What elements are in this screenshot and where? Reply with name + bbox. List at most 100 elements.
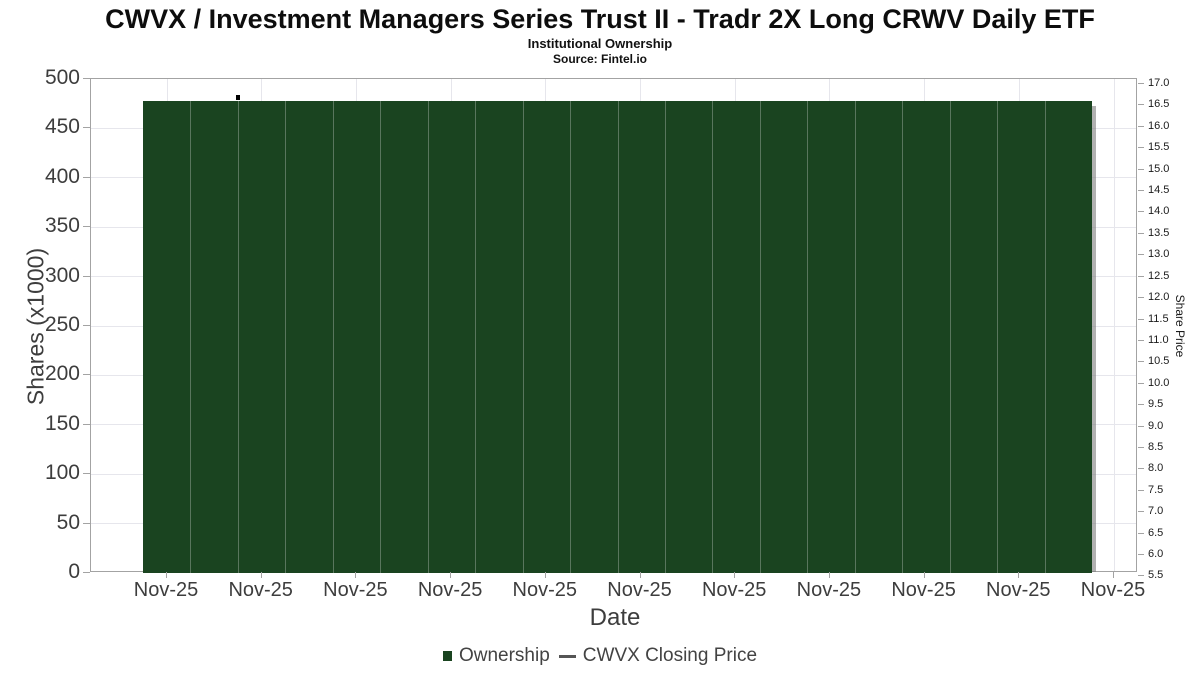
right-axis-tick-label: 8.5: [1148, 440, 1164, 453]
right-axis-tick-mark: [1138, 511, 1144, 513]
left-axis-tick-mark: [83, 176, 90, 178]
right-axis-tick-label: 6.5: [1148, 526, 1164, 539]
x-axis-tick-label: Nov-25: [417, 579, 483, 601]
right-axis-tick-label: 7.0: [1148, 505, 1164, 518]
x-axis-tick-label: Nov-25: [796, 579, 862, 601]
left-axis-tick-label: 500: [44, 66, 80, 89]
bar-separator: [427, 100, 429, 573]
right-axis-tick-label: 15.5: [1148, 141, 1170, 154]
left-axis-tick-label: 350: [44, 214, 80, 238]
left-axis-tick-mark: [83, 226, 90, 228]
bar-separator: [332, 100, 334, 573]
right-axis-tick-mark: [1138, 404, 1144, 406]
bar-separator: [617, 100, 619, 573]
right-axis-tick-label: 12.5: [1148, 269, 1170, 282]
x-axis-tick-mark: [544, 572, 546, 578]
legend-item-closing-price[interactable]: CWVX Closing Price: [558, 645, 758, 667]
right-axis-tick-mark: [1138, 104, 1144, 106]
left-axis-tick-mark: [83, 78, 90, 79]
price-series-line-icon: [558, 654, 576, 658]
bar-separator: [997, 100, 999, 573]
right-axis-tick-mark: [1138, 382, 1144, 384]
right-axis-tick-label: 6.0: [1148, 548, 1164, 561]
right-axis-tick-mark: [1138, 147, 1144, 149]
right-axis-tick-label: 5.5: [1148, 569, 1164, 582]
right-axis-tick-mark: [1138, 297, 1144, 299]
left-axis-tick-label: 400: [44, 164, 80, 188]
left-axis-tick-label: 250: [44, 313, 80, 336]
right-axis-tick-mark: [1138, 554, 1144, 556]
left-axis-tick-label: 0: [68, 560, 80, 583]
right-axis-tick-mark: [1138, 361, 1144, 363]
right-axis-tick-mark: [1138, 446, 1144, 448]
left-axis-tick-label: 200: [44, 362, 80, 386]
x-axis-tick-label: Nov-25: [986, 579, 1051, 601]
bar-separator: [522, 100, 524, 573]
right-axis-tick-mark: [1138, 190, 1144, 192]
right-axis-tick-mark: [1138, 489, 1144, 491]
bar-separator: [380, 100, 382, 573]
ownership-series-swatch-icon: [442, 651, 452, 661]
bar-separator: [902, 100, 904, 573]
x-axis-tick-label: Nov-25: [228, 579, 293, 601]
left-axis-tick-label: 150: [44, 411, 80, 435]
left-axis-tick-mark: [83, 325, 90, 326]
x-axis-tick-mark: [355, 572, 357, 578]
x-axis-tick-mark: [828, 572, 830, 578]
legend-item-ownership[interactable]: Ownership: [442, 645, 550, 667]
right-axis-tick-mark: [1138, 232, 1144, 234]
right-axis-tick-label: 9.0: [1148, 419, 1164, 432]
gridline-vertical: [1113, 79, 1115, 571]
right-axis-tick-mark: [1138, 575, 1144, 577]
x-axis-tick-label: Nov-25: [1080, 579, 1146, 601]
x-axis-tick-label: Nov-25: [133, 579, 199, 601]
x-axis-tick-label: Nov-25: [891, 579, 956, 601]
bar-separator: [759, 100, 761, 573]
left-axis-tick-mark: [83, 275, 90, 277]
x-axis-tick-label: Nov-25: [701, 579, 767, 601]
right-axis-tick-label: 17.0: [1148, 77, 1170, 89]
left-axis-tick-label: 100: [44, 461, 80, 485]
bar-separator: [664, 100, 666, 573]
left-axis-tick-mark: [83, 127, 90, 129]
plot-area[interactable]: [90, 78, 1137, 573]
right-axis-tick-label: 16.5: [1148, 98, 1170, 111]
right-axis-tick-mark: [1138, 425, 1144, 427]
closing-price-point[interactable]: [235, 94, 240, 100]
legend-label-closing-price: CWVX Closing Price: [582, 645, 758, 666]
right-axis-tick-mark: [1138, 211, 1144, 213]
x-axis-tick-mark: [260, 572, 262, 578]
right-axis-tick-mark: [1138, 468, 1144, 470]
right-axis-tick-mark: [1138, 532, 1144, 534]
right-axis-tick-label: 15.0: [1148, 162, 1170, 175]
x-axis-tick-mark: [734, 572, 736, 578]
x-axis-tick-label: Nov-25: [323, 579, 388, 601]
bar-separator: [285, 100, 287, 573]
right-axis-tick-mark: [1138, 83, 1144, 84]
bar-separator: [807, 100, 809, 573]
left-axis-tick-mark: [83, 572, 90, 573]
x-axis-tick-mark: [639, 572, 641, 578]
right-axis-tick-mark: [1138, 125, 1144, 127]
right-axis-tick-label: 11.0: [1148, 333, 1169, 346]
x-axis-tick-mark: [1113, 572, 1114, 578]
x-axis-tick-label: Nov-25: [607, 579, 672, 601]
legend: Ownership CWVX Closing Price: [0, 645, 1200, 667]
x-axis-tick-label: Nov-25: [512, 579, 578, 601]
x-axis-tick-mark: [166, 572, 167, 578]
right-axis-tick-label: 10.5: [1148, 355, 1170, 368]
x-axis-tick-mark: [450, 572, 452, 578]
bar-separator: [854, 100, 856, 573]
bar-block-shadow: [1092, 105, 1096, 572]
right-axis-tick-mark: [1138, 318, 1144, 320]
right-axis-tick-label: 7.5: [1148, 483, 1164, 496]
right-axis-tick-label: 12.0: [1148, 291, 1170, 304]
left-axis-tick-mark: [83, 473, 90, 475]
bar-separator: [949, 100, 951, 573]
right-axis-tick-mark: [1138, 275, 1144, 277]
right-axis-tick-label: 16.0: [1148, 119, 1170, 132]
right-axis-tick-mark: [1138, 339, 1144, 341]
ownership-bars[interactable]: [143, 100, 1092, 573]
right-axis-tick-label: 10.0: [1148, 376, 1170, 389]
